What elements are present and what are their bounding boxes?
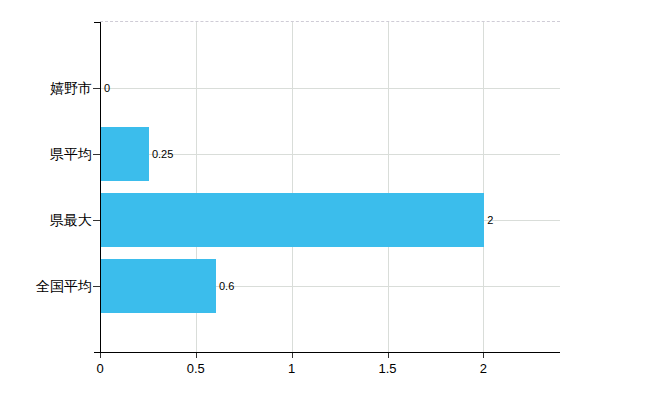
gridline-horizontal [100,88,560,89]
value-label: 0 [104,82,110,94]
y-axis-tick [93,220,100,221]
category-label: 嬉野市 [0,80,92,96]
x-axis-tick [483,353,484,358]
x-axis-tick [292,353,293,358]
x-tick-label: 2 [463,362,503,376]
x-tick-label: 1 [272,362,312,376]
x-tick-label: 0 [80,362,120,376]
x-tick-label: 1.5 [368,362,408,376]
y-axis-tick [93,286,100,287]
category-label: 全国平均 [0,278,92,294]
gridline-vertical [388,22,389,352]
x-tick-label: 0.5 [176,362,216,376]
category-label: 県最大 [0,212,92,228]
value-label: 0.25 [152,148,173,160]
x-axis-tick [196,353,197,358]
gridline-vertical [483,22,484,352]
category-label: 県平均 [0,146,92,162]
gridline-vertical [292,22,293,352]
plot-top-border [100,21,560,22]
x-axis-tick [388,353,389,358]
y-axis-top-cap [94,22,100,23]
x-axis [94,352,560,353]
value-label: 2 [487,214,493,226]
bar [101,127,149,181]
bar-chart: 嬉野市県平均県最大全国平均 0 0.25 2 0.6 0 0.5 1 1.5 2 [0,0,650,400]
value-label: 0.6 [219,280,234,292]
y-axis-tick [93,88,100,89]
x-axis-tick [100,353,101,358]
bar [101,193,484,247]
y-axis-tick [93,154,100,155]
bar [101,259,216,313]
y-axis [100,22,101,358]
